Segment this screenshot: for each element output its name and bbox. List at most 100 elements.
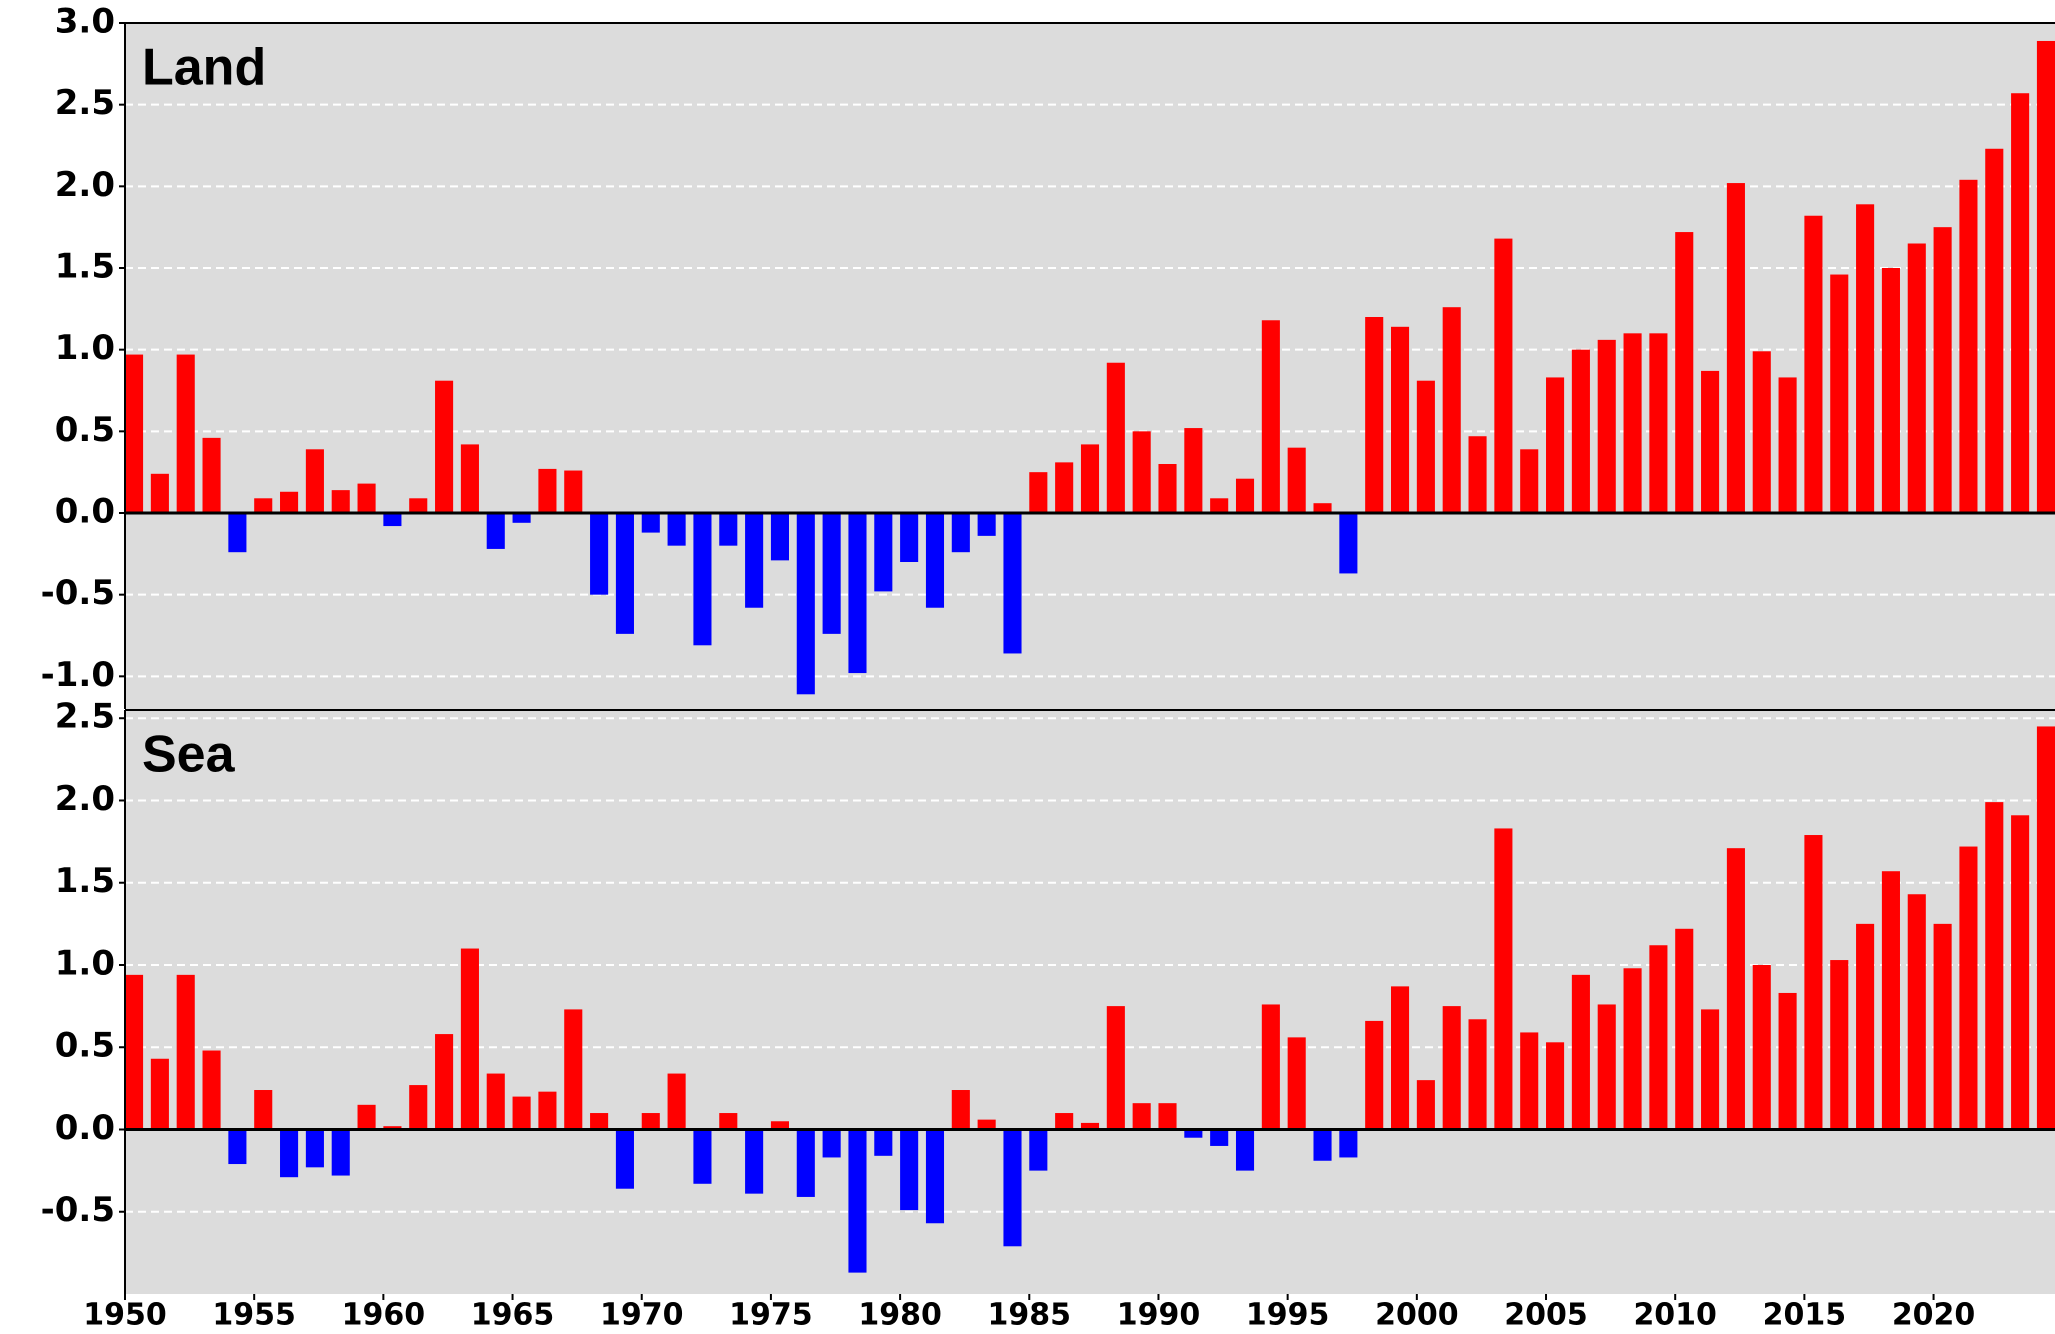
bar (1468, 1019, 1487, 1130)
y-tick-label: 0.0 (55, 1108, 115, 1148)
bar (1287, 1037, 1306, 1130)
y-tick-label: -0.5 (41, 573, 115, 613)
bar (1726, 183, 1745, 514)
bar (1649, 333, 1668, 513)
bar (125, 354, 144, 513)
bar (693, 513, 712, 646)
x-tick-label: 1960 (342, 1298, 426, 1333)
bar (1313, 503, 1332, 513)
bar (1830, 274, 1849, 513)
x-tick-label: 2010 (1633, 1298, 1717, 1333)
bar (1959, 846, 1978, 1130)
bar (1494, 828, 1513, 1130)
bar (1261, 320, 1280, 513)
bar (1390, 986, 1410, 1130)
bar (1752, 964, 1771, 1130)
y-tick-label: 2.0 (55, 779, 115, 819)
bar (1701, 1009, 1720, 1130)
bar (1158, 1103, 1177, 1130)
bar (1184, 428, 1203, 513)
bar (1623, 968, 1642, 1130)
bar (280, 1129, 299, 1178)
bar (1055, 462, 1074, 513)
bar (202, 1050, 221, 1130)
bar (538, 1091, 557, 1130)
bar (1881, 268, 1900, 513)
bar (2011, 815, 2030, 1130)
bar (1235, 1129, 1255, 1171)
bar (512, 513, 531, 523)
x-tick-label: 1980 (858, 1298, 942, 1333)
bar (848, 513, 867, 674)
bar (1778, 992, 1797, 1130)
x-tick-label: 1995 (1246, 1298, 1330, 1333)
bar (202, 437, 221, 513)
bar (1907, 894, 1926, 1130)
bar (641, 513, 660, 533)
bar (951, 1090, 970, 1130)
bar (176, 974, 195, 1130)
bar (770, 1121, 790, 1130)
bar (228, 1129, 247, 1165)
y-tick-label: 2.5 (55, 83, 115, 123)
y-tick-label: 0.0 (55, 492, 115, 532)
bar (280, 491, 299, 513)
bar (460, 948, 479, 1130)
bar (1881, 871, 1900, 1130)
bar (1339, 513, 1358, 574)
bar (176, 354, 195, 513)
bar (564, 1009, 583, 1130)
bar (1003, 1129, 1022, 1247)
bar (1416, 380, 1435, 513)
bar (719, 513, 738, 546)
y-tick-label: 2.5 (55, 697, 115, 737)
bar (1261, 1004, 1280, 1130)
y-tick-label: -0.5 (41, 1190, 115, 1230)
bar (1029, 1129, 1048, 1171)
bar (1390, 326, 1410, 513)
bar (2036, 40, 2055, 513)
bar (538, 468, 557, 513)
bar (1132, 1103, 1151, 1130)
x-tick-label: 1985 (988, 1298, 1072, 1333)
bar (796, 1129, 815, 1197)
x-tick-label: 1965 (471, 1298, 555, 1333)
bar (1623, 333, 1642, 513)
bar (1442, 307, 1461, 513)
bar (745, 1129, 764, 1194)
y-tick-label: 2.0 (55, 165, 115, 205)
bar (1804, 215, 1823, 513)
bar (796, 513, 815, 695)
bar (1856, 923, 1875, 1130)
bar (925, 513, 945, 608)
bar (564, 470, 583, 513)
y-tick-label: 0.5 (55, 1026, 115, 1066)
bar (1571, 974, 1590, 1130)
bar (1080, 444, 1100, 513)
bar (874, 1129, 893, 1156)
bar (1132, 431, 1151, 513)
bar (1520, 449, 1539, 513)
panel-title: Sea (142, 726, 236, 784)
bar (1080, 1122, 1100, 1130)
bar (1442, 1006, 1461, 1130)
bar (1649, 945, 1668, 1130)
y-tick-label: -1.0 (41, 655, 115, 695)
bar (409, 1085, 428, 1130)
bar (1985, 148, 2004, 513)
bar (1726, 848, 1745, 1130)
bar (615, 513, 634, 634)
bar (383, 1126, 402, 1130)
bar (822, 1129, 841, 1158)
y-tick-label: 1.5 (55, 861, 115, 901)
bar (1106, 362, 1125, 513)
bar (1520, 1032, 1539, 1130)
y-tick-label: 0.5 (55, 410, 115, 450)
bar (1287, 447, 1306, 513)
bar (1210, 498, 1229, 513)
bar (1210, 1129, 1229, 1146)
bar (1804, 835, 1823, 1130)
x-tick-label: 1950 (83, 1298, 167, 1333)
